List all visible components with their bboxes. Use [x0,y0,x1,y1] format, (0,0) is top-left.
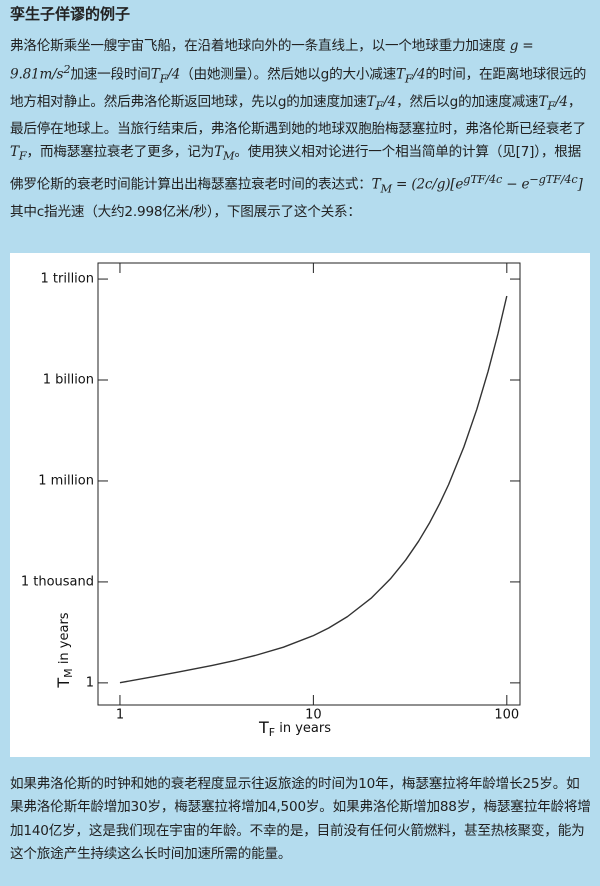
math: − e [502,176,530,193]
math: T [366,93,376,110]
math: F [18,148,27,163]
x-tick-label: 10 [305,708,322,723]
math: /4 [383,93,397,110]
text: 。使用狭义相对论进行一个相当简单的计算（见[7]），根据佛罗伦斯的衰老时间能计算… [10,144,582,193]
math: F [375,98,384,113]
text: 加速一段时间 [70,66,151,83]
y-tick-label: 1 thousand [21,574,94,589]
text: ，最后停在地球上。当旅行结束后，弗洛伦斯遇到她的地球双胞胎梅瑟塞拉时，弗洛伦斯已… [10,93,586,137]
text: （由她测量）。然后她以g的大小减速 [180,66,397,83]
x-axis-label-main: T [258,718,269,737]
math: = (2c/g)[e [391,176,464,193]
x-axis-label-rest: in years [275,721,331,736]
x-tick-label: 1 [116,708,124,723]
y-axis-label-main: T [54,678,73,689]
chart-box: 1 1 thousand 1 million 1 billion 1 trillion 1… [10,253,590,757]
text: 如果弗洛伦斯的时钟和她的衰老程度显示往返旅途的时间为10年，梅瑟塞拉将年龄增长2… [10,776,591,862]
curve [119,295,508,684]
math: g = 9.81m/s [10,38,534,83]
title: 孪生子佯谬的例子 [10,5,131,23]
y-axis-label-sub: M [62,668,75,678]
math: F [404,71,413,86]
x-axis-label: TF in years [258,718,331,740]
text: 的时间，在距离地球很远的地方相对静止。然后弗洛伦斯返回地球，先以g的加速度加速 [10,66,587,110]
y-tick-label: 1 billion [43,373,94,388]
y-tick-label: 1 trillion [41,272,95,287]
math: M [222,148,235,163]
math: F [547,98,555,113]
y-tick-label: 1 million [38,473,94,488]
text: ，而梅瑟塞拉衰老了更多，记为 [26,144,215,161]
text: 弗洛伦斯乘坐一艘宇宙飞船，在沿着地球向外的一条直线上，以一个地球重力加速度 [10,38,510,54]
math: /4 [554,93,568,110]
paragraph: 如果弗洛伦斯的时钟和她的衰老程度显示往返旅途的时间为10年，梅瑟塞拉将年龄增长2… [10,773,592,866]
math: T [538,93,548,110]
math: /4 [412,66,426,83]
x-axis-label-sub: F [269,726,275,739]
math: T [10,144,19,161]
math: gTF/4c [463,172,503,187]
chart: 1 1 thousand 1 million 1 billion 1 trillion 1… [21,262,521,740]
paragraph: 弗洛伦斯乘坐一艘宇宙飞船，在沿着地球向外的一条直线上，以一个地球重力加速度 g … [10,35,592,224]
y-axis-label-rest: in years [57,612,72,668]
math: 2 [63,62,71,77]
math: M [380,181,393,196]
math: T [150,66,160,83]
math: T [396,66,405,83]
math: F [159,71,168,86]
text: 其中c指光速（大约2.998亿米/秒），下图展示了这个关系： [10,203,361,220]
math: T [214,144,223,161]
math: −gTF/4c [529,172,578,187]
y-tick-label: 1 [86,675,94,690]
math: T [371,176,381,193]
math: ] [577,176,583,193]
math: /4 [167,66,181,83]
x-tick-label: 100 [494,708,519,723]
text: ，然后以g的加速度减速 [396,93,539,110]
plot-frame [97,262,521,706]
y-axis-label: TM in years [54,612,76,688]
